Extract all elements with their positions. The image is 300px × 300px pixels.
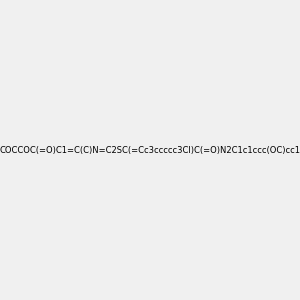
- Text: COCCOC(=O)C1=C(C)N=C2SC(=Cc3ccccc3Cl)C(=O)N2C1c1ccc(OC)cc1: COCCOC(=O)C1=C(C)N=C2SC(=Cc3ccccc3Cl)C(=…: [0, 146, 300, 154]
